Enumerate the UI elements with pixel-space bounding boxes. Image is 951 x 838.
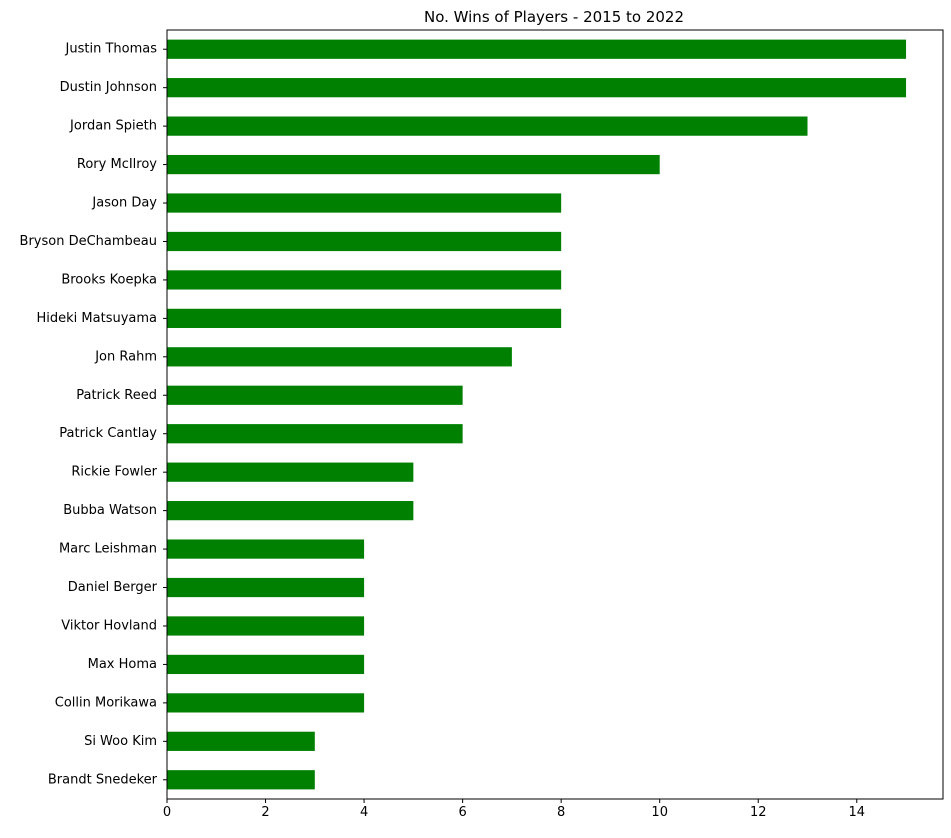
y-tick-label: Collin Morikawa [55,695,157,710]
bar [167,616,365,636]
bar [167,154,660,175]
axes-frame [166,29,944,800]
bar [167,385,463,405]
bar [167,693,365,713]
y-tick-label: Viktor Hovland [61,618,157,633]
y-tick-label: Jon Rahm [94,349,157,364]
bar [167,347,512,367]
chart-title: No. Wins of Players - 2015 to 2022 [424,8,684,26]
x-tick-label: 2 [261,805,269,820]
y-tick-label: Brandt Snedeker [48,772,158,787]
x-axis-ticks: 0 2 4 6 8 10 12 14 [163,799,865,820]
x-tick-label: 12 [750,805,767,820]
y-tick-label: Brooks Koepka [61,272,157,287]
y-tick-label: Max Homa [88,657,157,672]
y-tick-label: Rickie Fowler [71,465,157,480]
bar [167,731,315,751]
x-tick-label: 10 [651,805,668,820]
x-tick-label: 4 [360,805,368,820]
y-tick-label: Justin Thomas [65,42,158,57]
y-tick-label: Daniel Berger [68,580,158,595]
y-axis-ticks: Justin Thomas Dustin Johnson Jordan Spieth… [20,42,167,787]
bar [167,231,562,252]
bar [167,116,808,136]
bar [167,308,562,328]
y-tick-label: Patrick Reed [76,388,157,403]
bar [167,770,315,790]
y-tick-label: Si Woo Kim [84,734,157,749]
bar [167,39,907,59]
y-tick-label: Bubba Watson [63,503,157,518]
bar [167,654,365,675]
y-tick-label: Patrick Cantlay [59,426,157,441]
y-tick-label: Jason Day [91,196,157,211]
plot-frame [166,29,944,800]
y-tick-label: Jordan Spieth [69,119,157,134]
y-tick-label: Hideki Matsuyama [37,311,158,326]
bar [167,501,414,521]
x-tick-label: 0 [163,805,171,820]
y-tick-label: Dustin Johnson [60,80,157,95]
y-tick-label: Rory McIlroy [77,157,157,172]
bar [167,539,365,559]
y-tick-label: Marc Leishman [59,542,157,557]
x-tick-label: 6 [458,805,466,820]
bar [167,424,463,444]
x-tick-label: 14 [849,805,866,820]
bar [167,193,562,213]
bar [167,462,414,482]
x-tick-label: 8 [557,805,565,820]
bar [167,78,907,98]
y-tick-label: Bryson DeChambeau [20,234,157,249]
bars-layer [167,39,907,790]
bar [167,270,562,290]
bar [167,577,365,598]
